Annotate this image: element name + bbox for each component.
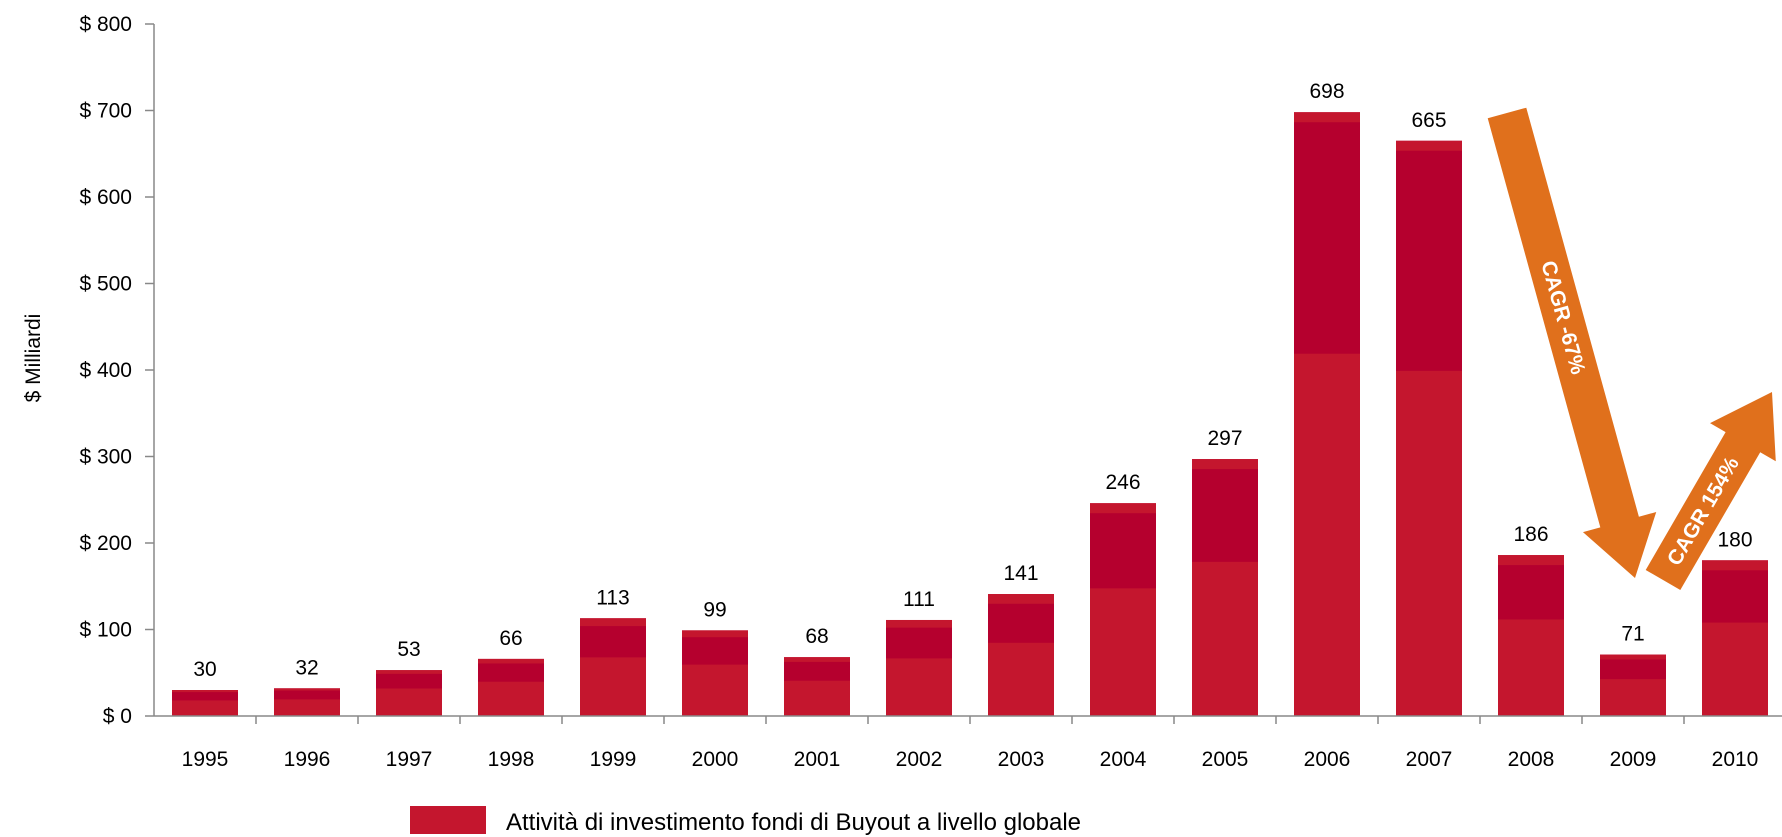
x-tick-label: 2010 <box>1712 748 1759 771</box>
x-tick-label: 1998 <box>488 748 535 771</box>
bar-cap <box>1498 555 1564 566</box>
y-tick-label: $ 400 <box>79 359 132 382</box>
y-tick-label: $ 200 <box>79 532 132 555</box>
x-tick-label: 1997 <box>386 748 433 771</box>
bar-segment <box>886 658 952 716</box>
bar-segment <box>1192 561 1258 716</box>
bar-cap <box>1192 459 1258 470</box>
bar-segment <box>478 681 544 716</box>
data-label: 665 <box>1411 109 1446 132</box>
cagr-up-arrow <box>1645 392 1776 591</box>
data-label: 71 <box>1621 623 1644 646</box>
bar-segment <box>1702 622 1768 716</box>
bar-cap <box>1600 654 1666 660</box>
data-label: 698 <box>1309 80 1344 103</box>
x-tick-label: 2005 <box>1202 748 1249 771</box>
data-label: 113 <box>596 586 629 609</box>
x-tick-label: 2000 <box>692 748 739 771</box>
y-tick-label: $ 800 <box>79 13 132 36</box>
data-label: 30 <box>193 658 216 681</box>
data-label: 141 <box>1003 562 1038 585</box>
bar-segment <box>682 664 748 716</box>
bar-cap <box>172 690 238 693</box>
data-label: 186 <box>1513 523 1548 546</box>
data-label: 99 <box>703 598 726 621</box>
x-tick-label: 1996 <box>284 748 331 771</box>
bar-cap <box>1702 560 1768 571</box>
y-axis-title: $ Milliardi <box>22 314 45 403</box>
data-label: 68 <box>805 625 828 648</box>
data-labels: 30 32 53 66 113 99 68 111 141 246 297 698 665 186 71 18… <box>193 80 1752 681</box>
data-label: 53 <box>397 638 420 661</box>
y-tick-label: $ 500 <box>79 273 132 296</box>
x-tick-label: 2009 <box>1610 748 1657 771</box>
data-label: 297 <box>1207 427 1242 450</box>
x-axis: 1995 1996 1997 1998 1999 2000 2001 2002 2003 2004… <box>154 715 1782 771</box>
bar-cap <box>1294 112 1360 123</box>
bar-segment <box>988 642 1054 716</box>
x-tick-label: 1995 <box>182 748 229 771</box>
x-tick-label: 2002 <box>896 748 943 771</box>
data-label: 246 <box>1105 471 1140 494</box>
legend-swatch <box>410 806 486 834</box>
legend-label: Attività di investimento fondi di Buyout… <box>506 809 1081 836</box>
bar-cap <box>682 630 748 638</box>
bar-segment <box>1090 588 1156 716</box>
x-tick-label: 2004 <box>1100 748 1147 771</box>
x-tick-label: 2007 <box>1406 748 1453 771</box>
y-tick-label: $ 0 <box>103 705 132 728</box>
data-label: 180 <box>1717 528 1752 551</box>
bar-segment <box>376 688 442 716</box>
bar-segment <box>1600 679 1666 716</box>
bar-cap <box>784 657 850 662</box>
bar-cap <box>274 688 340 691</box>
bars <box>172 112 1768 717</box>
bar-segment <box>1396 370 1462 716</box>
data-label: 66 <box>499 627 522 650</box>
x-tick-label: 2008 <box>1508 748 1555 771</box>
data-label: 32 <box>295 656 318 679</box>
bar-cap <box>478 658 544 664</box>
bar-cap <box>886 619 952 628</box>
bar-segment <box>1294 353 1360 716</box>
x-tick-label: 2001 <box>794 748 841 771</box>
bar-segment <box>580 657 646 716</box>
legend: Attività di investimento fondi di Buyout… <box>410 806 1081 836</box>
bar-cap <box>1396 140 1462 151</box>
x-tick-label: 1999 <box>590 748 637 771</box>
cagr-down-arrow <box>1487 107 1657 579</box>
y-tick-label: $ 600 <box>79 186 132 209</box>
bar-segment <box>1498 619 1564 716</box>
x-tick-label: 2006 <box>1304 748 1351 771</box>
bar-cap <box>988 594 1054 604</box>
y-axis: $ 0 $ 100 $ 200 $ 300 $ 400 $ 500 $ 600 $ 700 $ … <box>79 13 155 728</box>
annotations: CAGR -67%CAGR 154% <box>1487 107 1776 591</box>
x-tick-label: 2003 <box>998 748 1045 771</box>
cagr-up-arrow-label: CAGR 154% <box>1663 453 1744 570</box>
bar-segment <box>274 699 340 716</box>
bar-cap <box>376 670 442 674</box>
bar-segment <box>172 700 238 716</box>
y-tick-label: $ 300 <box>79 446 132 469</box>
y-tick-label: $ 100 <box>79 619 132 642</box>
bar-cap <box>1090 503 1156 514</box>
bar-cap <box>580 618 646 627</box>
bar-segment <box>784 680 850 716</box>
data-label: 111 <box>903 588 935 611</box>
y-tick-label: $ 700 <box>79 100 132 123</box>
